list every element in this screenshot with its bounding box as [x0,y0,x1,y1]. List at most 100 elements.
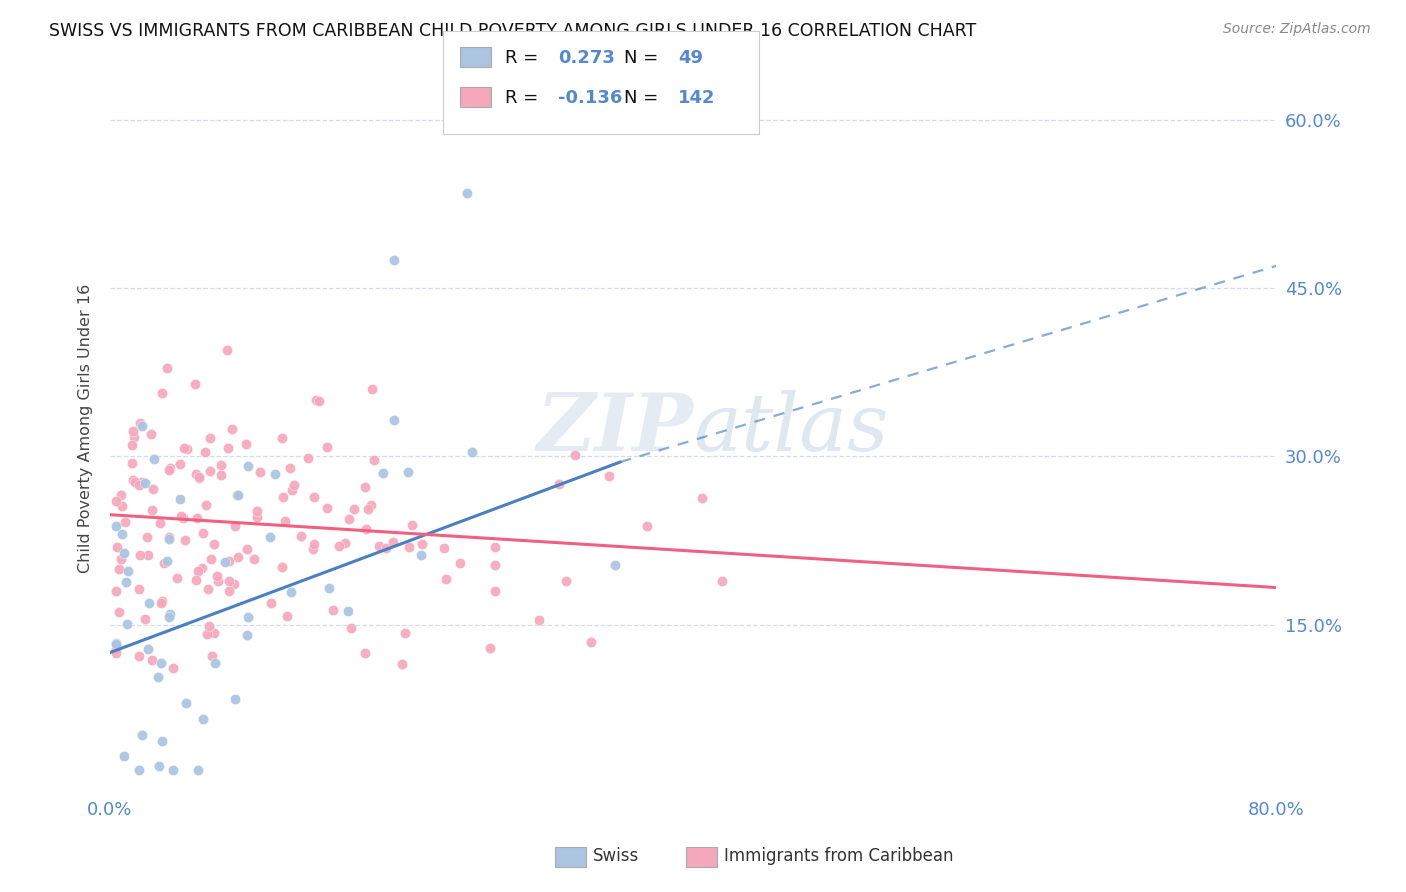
Point [354,646,377,660]
Point [198,464,221,478]
Point [121,473,143,487]
Point [484,558,506,573]
Point [131,419,153,434]
Text: R =: R = [505,89,544,107]
Point [305,393,328,408]
Point [202,626,225,640]
Point [226,488,249,502]
Point [354,480,377,494]
Point [396,465,419,479]
Point [238,458,260,473]
Point [128,416,150,430]
Point [357,502,380,516]
Point [173,441,195,455]
Point [456,186,478,200]
Point [226,549,249,564]
Point [149,516,172,531]
Point [107,605,129,619]
Point [555,574,578,588]
Point [110,488,132,502]
Point [235,436,257,450]
Point [636,519,658,533]
Point [128,477,150,491]
Point [108,562,131,576]
Point [274,514,297,528]
Point [104,583,127,598]
Point [276,609,298,624]
Point [260,596,283,610]
Point [318,581,340,595]
Point [157,463,180,477]
Point [112,749,135,764]
Point [484,583,506,598]
Point [187,764,209,778]
Text: SWISS VS IMMIGRANTS FROM CARIBBEAN CHILD POVERTY AMONG GIRLS UNDER 16 CORRELATIO: SWISS VS IMMIGRANTS FROM CARIBBEAN CHILD… [49,22,976,40]
Point [156,554,179,568]
Point [191,560,214,574]
Point [198,431,221,445]
Point [692,491,714,505]
Point [159,460,181,475]
Point [121,424,143,438]
Point [211,468,233,483]
Point [193,525,215,540]
Point [411,548,433,562]
Point [138,548,160,562]
Point [243,551,266,566]
Point [157,532,180,546]
Point [162,661,184,675]
Point [172,511,194,525]
Point [104,636,127,650]
Point [381,534,404,549]
Text: Swiss: Swiss [593,847,640,865]
Point [169,457,191,471]
Point [128,648,150,663]
Point [278,461,301,475]
Point [249,465,271,479]
Point [308,393,330,408]
Point [104,519,127,533]
Text: -0.136: -0.136 [558,89,623,107]
Point [141,503,163,517]
Point [200,551,222,566]
Point [150,734,173,748]
Point [184,377,207,392]
Point [188,471,211,485]
Point [401,518,423,533]
Point [224,519,246,533]
Point [201,649,224,664]
Point [478,640,501,655]
Point [112,546,135,560]
Text: R =: R = [505,49,544,67]
Point [104,637,127,651]
Point [122,430,145,444]
Point [209,458,232,472]
Point [222,577,245,591]
Point [547,476,569,491]
Point [195,499,218,513]
Point [302,491,325,505]
Point [337,512,360,526]
Text: 0.273: 0.273 [558,49,614,67]
Point [187,564,209,578]
Point [221,422,243,436]
Point [224,692,246,706]
Point [131,729,153,743]
Point [398,540,420,554]
Point [484,540,506,554]
Point [246,510,269,524]
Point [150,594,173,608]
Point [280,585,302,599]
Point [131,475,153,489]
Point [184,467,207,481]
Text: N =: N = [624,49,664,67]
Point [218,583,240,598]
Point [215,343,238,357]
Point [411,537,433,551]
Text: 49: 49 [678,49,703,67]
Point [114,575,136,590]
Point [283,478,305,492]
Point [186,511,208,525]
Y-axis label: Child Poverty Among Girls Under 16: Child Poverty Among Girls Under 16 [79,284,93,573]
Point [271,490,294,504]
